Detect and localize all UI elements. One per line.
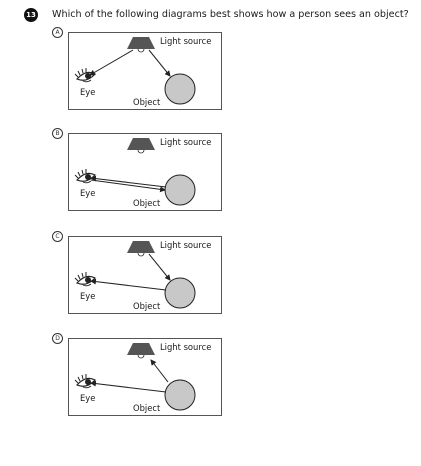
option-d-letter[interactable]: D bbox=[52, 333, 63, 344]
object-label: Object bbox=[133, 97, 161, 107]
eye-icon bbox=[74, 68, 96, 83]
object-label: Object bbox=[133, 403, 161, 413]
lamp-icon bbox=[127, 343, 155, 355]
light-source-label: Light source bbox=[160, 36, 212, 46]
option-a-diagram[interactable]: Light source Eye Object bbox=[68, 32, 222, 110]
question-text: Which of the following diagrams best sho… bbox=[52, 9, 409, 20]
arrow-object-to-eye bbox=[90, 380, 167, 393]
object-circle bbox=[164, 379, 196, 411]
arrow-object-to-light bbox=[150, 359, 169, 383]
object-circle bbox=[164, 73, 196, 105]
option-b-letter[interactable]: B bbox=[52, 128, 63, 139]
light-source-label: Light source bbox=[160, 137, 212, 147]
lamp-icon bbox=[127, 37, 155, 49]
light-source-label: Light source bbox=[160, 342, 212, 352]
option-b-diagram[interactable]: Light source Eye Object bbox=[68, 133, 222, 211]
eye-icon bbox=[74, 374, 96, 389]
object-label: Object bbox=[133, 198, 161, 208]
option-c-svg bbox=[74, 241, 196, 309]
light-source-label: Light source bbox=[160, 240, 212, 250]
arrow-object-to-eye bbox=[90, 278, 167, 291]
object-circle bbox=[164, 174, 196, 206]
arrow-light-to-object bbox=[148, 253, 171, 281]
eye-icon bbox=[74, 169, 96, 184]
option-d-diagram[interactable]: Light source Eye Object bbox=[68, 338, 222, 416]
arrow-object-to-eye bbox=[90, 175, 167, 188]
object-label: Object bbox=[133, 301, 161, 311]
option-a-letter[interactable]: A bbox=[52, 27, 63, 38]
eye-icon bbox=[74, 272, 96, 287]
eye-label: Eye bbox=[80, 393, 96, 403]
option-c-diagram[interactable]: Light source Eye Object bbox=[68, 236, 222, 314]
lamp-icon bbox=[127, 241, 155, 253]
arrow-light-to-object bbox=[148, 49, 171, 77]
option-b-svg bbox=[74, 138, 196, 206]
eye-label: Eye bbox=[80, 87, 96, 97]
eye-label: Eye bbox=[80, 188, 96, 198]
arrow-light-to-eye bbox=[89, 49, 134, 76]
option-c-letter[interactable]: C bbox=[52, 231, 63, 242]
option-d-svg bbox=[74, 343, 196, 411]
eye-label: Eye bbox=[80, 291, 96, 301]
lamp-icon bbox=[127, 138, 155, 150]
arrow-eye-to-object bbox=[90, 179, 166, 193]
object-circle bbox=[164, 277, 196, 309]
option-a-svg bbox=[74, 37, 196, 105]
question-number-badge: 13 bbox=[24, 8, 38, 22]
